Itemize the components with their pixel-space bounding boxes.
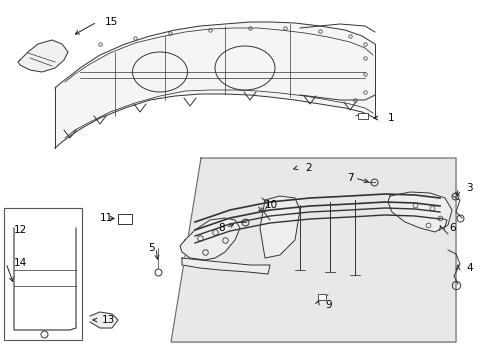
Text: 2: 2 [305,163,312,173]
Text: 4: 4 [466,263,473,273]
Bar [4,208,82,340]
Text: 15: 15 [105,17,118,27]
Text: 1: 1 [388,113,394,123]
Polygon shape [180,218,240,260]
Polygon shape [388,192,452,232]
Text: 14: 14 [14,258,27,268]
Bar [318,294,326,300]
Text: 6: 6 [449,223,456,233]
Bar [118,214,132,224]
Text: 11: 11 [100,213,113,223]
Polygon shape [18,40,68,72]
Text: 10: 10 [265,200,278,210]
Text: 5: 5 [148,243,155,253]
Text: 7: 7 [347,173,354,183]
Bar [358,113,368,119]
Polygon shape [90,312,118,328]
Polygon shape [171,158,456,342]
Polygon shape [55,22,375,148]
Text: 12: 12 [14,225,27,235]
Text: 9: 9 [325,300,332,310]
Polygon shape [260,196,300,258]
Text: 3: 3 [466,183,473,193]
Text: 13: 13 [102,315,115,325]
Polygon shape [182,258,270,274]
Text: 8: 8 [218,223,224,233]
